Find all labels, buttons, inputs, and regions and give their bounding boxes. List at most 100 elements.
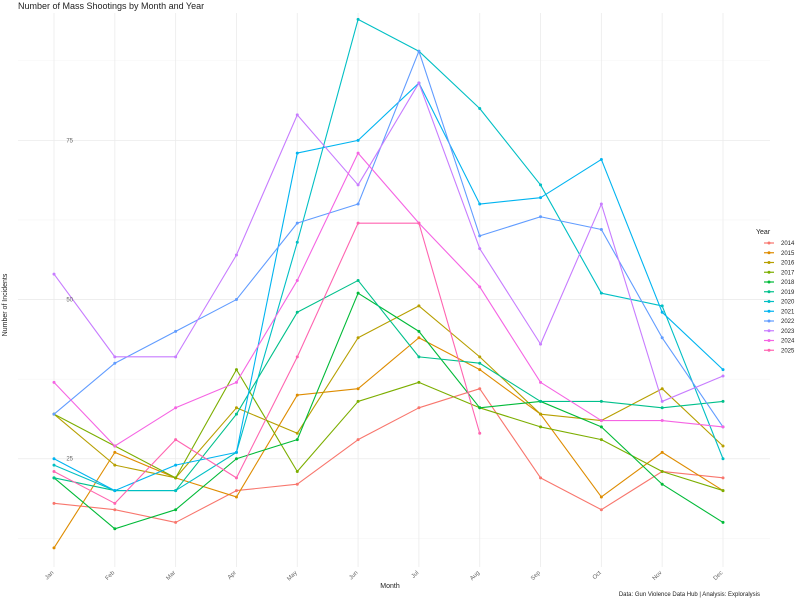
data-point-2021-apr bbox=[234, 450, 238, 454]
series-line-2024 bbox=[53, 152, 724, 447]
legend-item-2019: 2019 bbox=[764, 290, 795, 296]
data-point-2017-nov bbox=[660, 469, 664, 473]
legend-items: 2014 2015 2016 2017 2018 2019 2020 2021 2022 2023… bbox=[764, 241, 795, 354]
x-axis-ticks: Jan Feb Mar Apr May Jun Jul Aug Sep Oct Nov Dec bbox=[44, 570, 724, 583]
y-axis-ticks: 25 50 75 bbox=[66, 138, 73, 462]
data-point-2020-sep bbox=[539, 183, 543, 187]
data-point-2022-may bbox=[295, 221, 299, 225]
legend-item-2018: 2018 bbox=[764, 280, 795, 286]
grid-lines bbox=[18, 13, 770, 567]
legend-label-2015: 2015 bbox=[781, 251, 795, 257]
legend-item-2014: 2014 bbox=[764, 241, 795, 247]
legend-label-2018: 2018 bbox=[781, 280, 795, 286]
series-line-2025 bbox=[53, 222, 481, 504]
series-line-2022 bbox=[53, 50, 724, 428]
series-line-2018 bbox=[53, 292, 724, 530]
data-point-2014-feb bbox=[113, 508, 117, 512]
series-line-2016 bbox=[53, 305, 724, 479]
data-point-2022-aug bbox=[478, 234, 482, 238]
legend-item-2020: 2020 bbox=[764, 300, 795, 306]
data-point-2020-mar bbox=[174, 489, 178, 493]
x-tick-label-jun: Jun bbox=[348, 570, 359, 581]
legend-key-point-2015 bbox=[767, 251, 771, 255]
data-point-2014-jan bbox=[52, 501, 56, 505]
data-point-2017-dec bbox=[721, 489, 725, 493]
data-point-2019-sep bbox=[539, 399, 543, 403]
data-point-2022-feb bbox=[113, 361, 117, 365]
data-point-2015-oct bbox=[599, 495, 603, 499]
x-tick-label-may: May bbox=[286, 570, 298, 582]
data-point-2025-feb bbox=[113, 501, 117, 505]
y-axis-title: Number of Incidents bbox=[2, 273, 9, 336]
x-tick-label-feb: Feb bbox=[105, 570, 117, 582]
data-point-2017-oct bbox=[599, 438, 603, 442]
legend-key-point-2022 bbox=[767, 319, 771, 323]
legend-key-point-2021 bbox=[767, 309, 771, 313]
data-point-2018-aug bbox=[478, 406, 482, 410]
data-point-2014-oct bbox=[599, 508, 603, 512]
data-point-2016-feb bbox=[113, 463, 117, 467]
x-tick-label-apr: Apr bbox=[227, 570, 238, 581]
data-point-2015-jun bbox=[356, 387, 360, 391]
data-point-2015-apr bbox=[234, 495, 238, 499]
data-point-2020-jun bbox=[356, 17, 360, 21]
data-point-2021-may bbox=[295, 151, 299, 155]
legend: Year 2014 2015 2016 2017 2018 2019 2020 2021 202… bbox=[756, 229, 795, 354]
data-point-2018-may bbox=[295, 438, 299, 442]
legend-label-2021: 2021 bbox=[781, 309, 795, 315]
data-point-2023-dec bbox=[721, 374, 725, 378]
data-point-2022-jul bbox=[417, 49, 421, 53]
data-point-2019-dec bbox=[721, 399, 725, 403]
data-point-2023-may bbox=[295, 113, 299, 117]
legend-item-2024: 2024 bbox=[764, 339, 795, 345]
data-point-2024-mar bbox=[174, 406, 178, 410]
data-point-2016-sep bbox=[539, 412, 543, 416]
data-point-2017-mar bbox=[174, 476, 178, 480]
data-point-2021-feb bbox=[113, 489, 117, 493]
data-point-2023-apr bbox=[234, 253, 238, 257]
legend-label-2017: 2017 bbox=[781, 270, 795, 276]
legend-key-point-2025 bbox=[767, 348, 771, 352]
series-line-2017 bbox=[53, 369, 724, 492]
data-point-2025-apr bbox=[234, 476, 238, 480]
data-point-2016-aug bbox=[478, 355, 482, 359]
data-point-2018-jun bbox=[356, 291, 360, 295]
legend-item-2021: 2021 bbox=[764, 309, 795, 315]
data-point-2025-may bbox=[295, 355, 299, 359]
data-point-2016-jul bbox=[417, 304, 421, 308]
data-point-2023-jul bbox=[417, 81, 421, 85]
series-lines bbox=[53, 18, 724, 549]
legend-key-point-2023 bbox=[767, 329, 771, 333]
data-point-2024-oct bbox=[599, 419, 603, 423]
data-point-2024-may bbox=[295, 278, 299, 282]
data-point-2021-jun bbox=[356, 138, 360, 142]
data-point-2016-dec bbox=[721, 444, 725, 448]
data-point-2014-sep bbox=[539, 476, 543, 480]
data-point-2018-feb bbox=[113, 527, 117, 531]
data-point-2024-jan bbox=[52, 380, 56, 384]
data-point-2014-dec bbox=[721, 476, 725, 480]
legend-label-2016: 2016 bbox=[781, 261, 795, 267]
data-point-2015-may bbox=[295, 393, 299, 397]
x-axis-title: Month bbox=[380, 583, 400, 590]
series-line-2023 bbox=[53, 82, 724, 402]
data-point-2022-jan bbox=[52, 412, 56, 416]
data-point-2024-jun bbox=[356, 151, 360, 155]
legend-label-2022: 2022 bbox=[781, 319, 795, 325]
y-tick-label-50: 50 bbox=[66, 298, 73, 304]
legend-label-2025: 2025 bbox=[781, 348, 795, 354]
x-tick-label-nov: Nov bbox=[652, 570, 664, 582]
x-tick-label-mar: Mar bbox=[165, 570, 177, 582]
data-point-2019-may bbox=[295, 310, 299, 314]
data-point-2014-aug bbox=[478, 387, 482, 391]
x-tick-label-aug: Aug bbox=[469, 570, 481, 582]
data-point-2016-jun bbox=[356, 336, 360, 340]
data-point-2023-nov bbox=[660, 399, 664, 403]
data-point-2017-apr bbox=[234, 368, 238, 372]
data-point-2024-aug bbox=[478, 285, 482, 289]
y-tick-label-75: 75 bbox=[66, 138, 73, 144]
data-point-2017-sep bbox=[539, 425, 543, 429]
series-points bbox=[52, 17, 725, 550]
data-point-2014-jun bbox=[356, 438, 360, 442]
x-tick-label-sep: Sep bbox=[530, 570, 542, 582]
